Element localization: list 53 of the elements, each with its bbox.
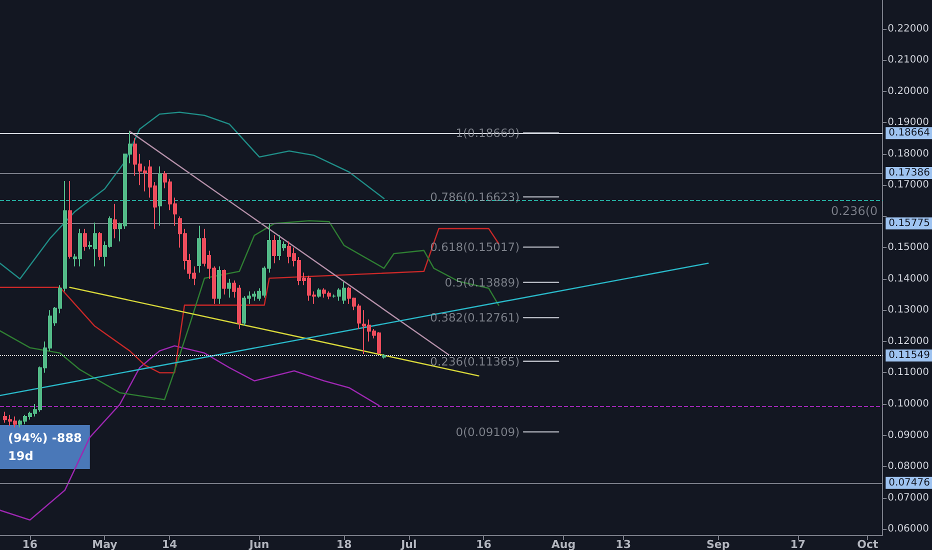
y-tick-label: 0.07000 [888,492,930,504]
annotation: 0.382(0.12761) [430,310,520,325]
x-tick-label: Jun [248,538,270,550]
ref-line-label: 0.236(0 [830,204,878,218]
candlestick [158,166,162,226]
annotation: 0.236(0.11365) [430,354,520,368]
x-tick-label: Sep [706,538,730,550]
annotation: 19d [8,449,34,463]
x-tick-label: Oct [857,538,878,550]
candlestick [222,269,226,296]
candlestick [68,180,72,260]
ref-line-label: 0.18664 [888,128,930,139]
annotation: 0.786(0.16623) [430,190,520,204]
annotation: 0(0.09109) [456,424,520,439]
candlestick [227,278,231,298]
candlestick [197,225,201,274]
x-tick-label: 13 [616,538,631,550]
y-tick-label: 0.15000 [888,242,930,254]
ref-line-label: 0.15775 [888,218,930,229]
candlestick [113,203,117,239]
y-tick-label: 0.11000 [888,367,930,378]
x-tick-label: 17 [790,538,806,550]
ref-line-label: 0.07476 [888,477,930,488]
y-tick-label: 0.21000 [888,54,930,66]
candlestick [382,353,386,360]
y-tick-label: 0.17000 [888,180,930,191]
y-tick-label: 0.13000 [888,304,930,316]
candlestick [98,232,102,261]
x-tick-label: 16 [476,538,492,550]
y-tick-label: 0.10000 [888,398,930,410]
y-tick-label: 0.09000 [888,430,930,441]
x-tick-label: May [92,538,118,550]
ref-line-label: 0.17386 [888,168,930,179]
y-tick-label: 0.06000 [888,524,930,535]
y-tick-label: 0.20000 [888,86,930,97]
y-tick-label: 0.22000 [888,23,930,34]
y-tick-label: 0.12000 [888,336,930,347]
candlestick [317,288,321,298]
y-tick-label: 0.19000 [888,117,930,128]
x-tick-label: 14 [162,538,178,550]
annotation: (94%) -888 [8,431,82,445]
y-tick-label: 0.08000 [888,461,930,472]
y-tick-label: 0.18000 [888,148,930,160]
y-tick-label: 0.14000 [888,273,930,284]
x-tick-label: 18 [336,538,352,550]
x-tick-label: Jul [400,538,417,550]
ref-line-label: 0.11549 [888,350,930,362]
candlestick [217,266,221,304]
candlestick [83,228,87,252]
x-tick-label: Aug [551,538,576,550]
candlestick [272,234,276,264]
line-series [0,112,385,280]
x-tick-label: 16 [22,538,38,550]
